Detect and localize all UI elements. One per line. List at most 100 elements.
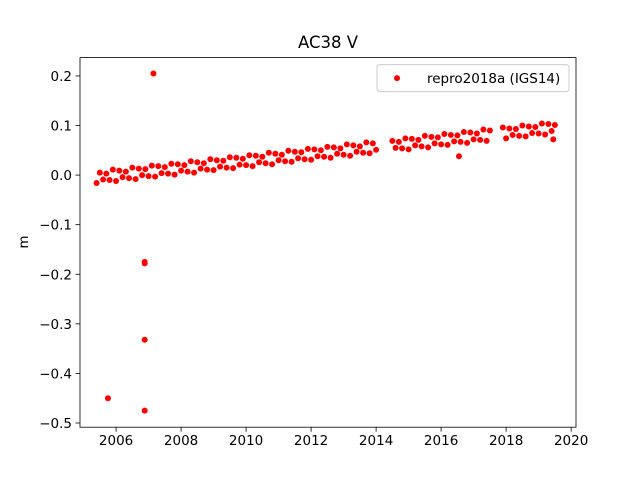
x-tick-label: 2008 (164, 433, 198, 449)
point (236, 161, 243, 168)
point (126, 175, 133, 182)
point (477, 136, 484, 143)
point (142, 166, 149, 173)
point (483, 137, 490, 144)
point (480, 126, 487, 133)
y-tick-label: −0.5 (39, 416, 72, 432)
point (366, 150, 373, 157)
point (200, 160, 207, 167)
point (356, 143, 363, 150)
point (340, 151, 347, 158)
point (509, 131, 516, 138)
point (217, 163, 224, 170)
point (548, 127, 555, 134)
point (93, 180, 100, 187)
point (252, 152, 259, 159)
point (141, 336, 148, 343)
point (532, 124, 539, 131)
point (122, 168, 129, 175)
point (486, 127, 493, 134)
point (421, 132, 428, 139)
x-tick-label: 2020 (554, 433, 588, 449)
point (100, 176, 107, 183)
point (438, 141, 445, 148)
point (454, 132, 461, 139)
y-axis-label: m (16, 235, 32, 248)
point (226, 154, 233, 161)
point (262, 160, 269, 167)
point (408, 135, 415, 142)
x-tick-label: 2018 (489, 433, 523, 449)
point (239, 155, 246, 162)
point (103, 170, 110, 177)
point (181, 162, 188, 169)
point (551, 122, 558, 129)
point (444, 141, 451, 148)
point (243, 162, 250, 169)
point (210, 167, 217, 174)
y-tick-label: −0.1 (39, 218, 72, 234)
point (223, 164, 230, 171)
point (535, 130, 542, 137)
point (116, 167, 123, 174)
point (282, 158, 289, 165)
point (141, 260, 148, 267)
x-tick-label: 2016 (424, 433, 458, 449)
point (434, 134, 441, 141)
point (272, 150, 279, 157)
point (174, 161, 181, 168)
legend-label: repro2018a (IGS14) (427, 71, 560, 87)
point (152, 173, 159, 180)
point (347, 152, 354, 159)
y-tick-label: −0.3 (39, 317, 72, 333)
point (425, 144, 432, 151)
point (441, 130, 448, 137)
point (389, 137, 396, 144)
point (291, 148, 298, 155)
point (311, 146, 318, 153)
point (525, 123, 532, 130)
point (187, 158, 194, 165)
axes-frame (79, 57, 577, 428)
point (538, 120, 545, 127)
point (317, 147, 324, 154)
point (324, 143, 331, 150)
point (150, 70, 157, 77)
point (395, 138, 402, 145)
point (330, 144, 337, 151)
x-tick-label: 2012 (294, 433, 328, 449)
point (467, 129, 474, 136)
point (207, 156, 214, 163)
point (129, 164, 136, 171)
point (301, 156, 308, 163)
point (230, 165, 237, 172)
point (519, 122, 526, 129)
point (256, 159, 263, 166)
point (447, 131, 454, 138)
point (113, 178, 120, 185)
point (460, 128, 467, 135)
point (145, 173, 152, 180)
point (161, 164, 168, 171)
point (545, 121, 552, 128)
point (321, 153, 328, 160)
point (155, 163, 162, 170)
point (104, 395, 111, 402)
point (295, 155, 302, 162)
point (431, 140, 438, 147)
point (184, 168, 191, 175)
point (171, 171, 178, 178)
point (529, 129, 536, 136)
point (399, 145, 406, 152)
point (168, 160, 175, 167)
point (418, 143, 425, 150)
point (350, 142, 357, 149)
point (503, 135, 510, 142)
point (455, 153, 462, 160)
point (278, 151, 285, 158)
point (473, 130, 480, 137)
point (308, 156, 315, 163)
y-tick-label: 0.1 (51, 119, 72, 135)
point (246, 152, 253, 159)
